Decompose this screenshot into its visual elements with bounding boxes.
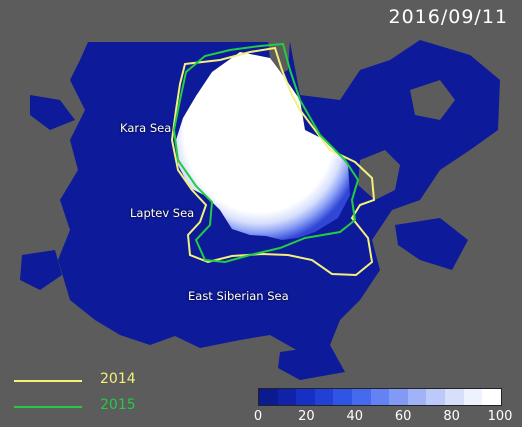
colorbar-segment	[296, 389, 315, 405]
colorbar-segment	[445, 389, 464, 405]
legend-entry-2014: 2014	[14, 371, 164, 391]
colorbar-tick-label: 0	[253, 409, 263, 424]
island	[410, 80, 455, 120]
colorbar-tick-label: 20	[298, 409, 315, 424]
region-label-kara-sea: Kara Sea	[120, 121, 172, 135]
colorbar-segment	[407, 389, 427, 405]
colorbar-segment	[314, 389, 334, 405]
coastal-water	[20, 250, 62, 290]
colorbar-segment	[389, 389, 408, 405]
coastal-water	[278, 345, 345, 380]
colorbar-segment	[370, 389, 390, 405]
colorbar-tick-label: 80	[443, 409, 460, 424]
colorbar-segment	[352, 389, 371, 405]
colorbar-ticks: 0 20 40 60 80 100	[254, 409, 513, 425]
legend-line-2014	[14, 380, 82, 382]
concentration-colorbar	[258, 388, 502, 406]
legend-year-2014: 2014	[100, 371, 136, 387]
legend-year-2015: 2015	[100, 397, 136, 413]
region-label-east-siberian-sea: East Siberian Sea	[188, 289, 289, 303]
island	[358, 150, 400, 200]
colorbar-segment	[259, 389, 278, 405]
contour-2015	[172, 42, 360, 264]
colorbar-segment	[277, 389, 297, 405]
contour-2014	[170, 46, 376, 277]
colorbar-tick-label: 100	[487, 409, 513, 424]
legend-entry-2015: 2015	[14, 397, 164, 417]
colorbar-segment	[333, 389, 353, 405]
legend-line-2015	[14, 406, 82, 408]
colorbar-tick-label: 60	[394, 409, 412, 424]
colorbar-segment	[463, 389, 483, 405]
coastal-water	[395, 218, 468, 270]
colorbar-segment	[426, 389, 446, 405]
coastal-water	[30, 95, 75, 130]
region-label-laptev-sea: Laptev Sea	[130, 206, 195, 220]
date-stamp: 2016/09/11	[388, 6, 508, 28]
sea-ice-extent	[176, 52, 350, 240]
colorbar-segment	[482, 389, 501, 405]
colorbar-tick-label: 40	[346, 409, 364, 424]
